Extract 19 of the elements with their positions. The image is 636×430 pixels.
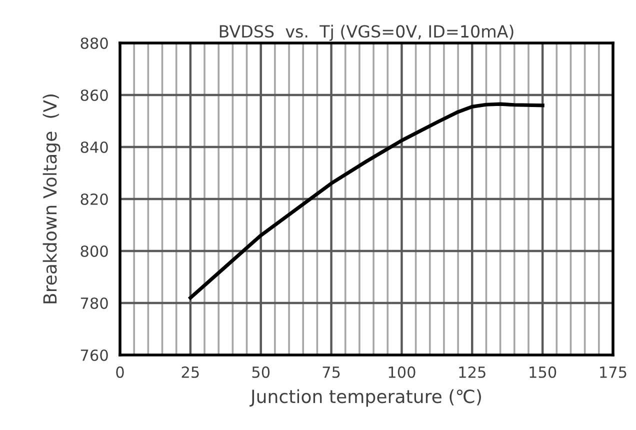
x-tick-label: 25 [182, 366, 199, 378]
y-tick-label: 880 [80, 37, 108, 50]
x-tick-label: 100 [388, 366, 416, 378]
x-tick-label: 175 [600, 366, 626, 378]
y-tick-label: 820 [80, 193, 108, 206]
x-tick-label: 75 [322, 366, 340, 378]
x-tick-label: 150 [530, 366, 556, 378]
x-axis-title: Junction temperature (℃) [250, 389, 481, 407]
x-tick-label: 50 [252, 366, 270, 378]
line-series [188, 102, 544, 300]
y-tick-label: 800 [80, 245, 108, 258]
y-tick-label: 840 [80, 141, 108, 154]
y-tick-label: 860 [80, 89, 108, 102]
x-tick-label: 125 [459, 366, 486, 378]
chart-title: BVDSS vs. Tj (VGS=0V, ID=10mA) [220, 24, 514, 41]
y-axis-title: Breakdown Voltage (V) [42, 94, 60, 304]
x-tick-label: 0 [116, 366, 124, 378]
y-tick-label: 780 [80, 297, 108, 310]
y-tick-label: 760 [80, 349, 108, 362]
